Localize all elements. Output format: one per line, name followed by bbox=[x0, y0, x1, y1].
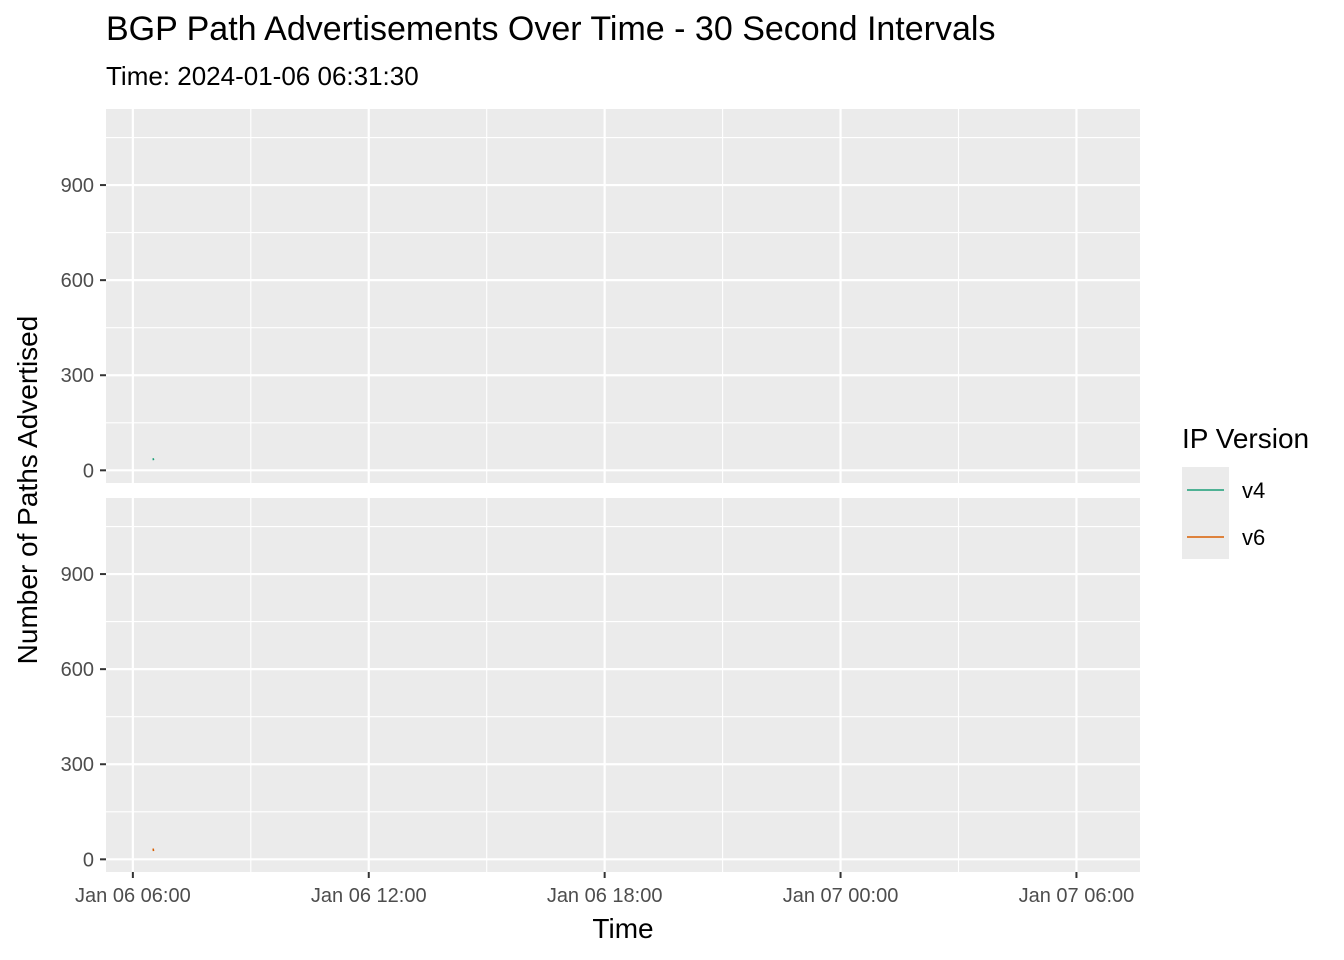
y-tick-label: 600 bbox=[61, 659, 94, 681]
legend-label-v4: v4 bbox=[1242, 478, 1265, 503]
x-tick-label: Jan 07 00:00 bbox=[783, 885, 899, 907]
x-tick-label: Jan 06 12:00 bbox=[311, 885, 427, 907]
legend-entries: v4 v6 bbox=[1187, 478, 1265, 550]
chart-title: BGP Path Advertisements Over Time - 30 S… bbox=[106, 10, 995, 48]
x-axis-title: Time bbox=[592, 913, 653, 944]
chart-subtitle: Time: 2024-01-06 06:31:30 bbox=[106, 61, 419, 91]
x-tick-label: Jan 06 18:00 bbox=[547, 885, 663, 907]
panel-background bbox=[106, 109, 1140, 483]
y-tick-label: 900 bbox=[61, 564, 94, 586]
legend-key-background bbox=[1182, 467, 1229, 559]
y-tick-label: 0 bbox=[83, 849, 94, 871]
legend-title: IP Version bbox=[1182, 423, 1309, 454]
y-tick-label: 0 bbox=[83, 460, 94, 482]
panel-background bbox=[106, 498, 1140, 872]
y-axis-title: Number of Paths Advertised bbox=[12, 316, 43, 665]
x-tick-label: Jan 06 06:00 bbox=[75, 885, 191, 907]
y-tick-label: 900 bbox=[61, 175, 94, 197]
y-tick-label: 600 bbox=[61, 270, 94, 292]
x-tick-label: Jan 07 06:00 bbox=[1019, 885, 1135, 907]
legend-label-v6: v6 bbox=[1242, 525, 1265, 550]
y-tick-label: 300 bbox=[61, 365, 94, 387]
y-tick-label: 300 bbox=[61, 754, 94, 776]
x-axis: Jan 06 06:00 Jan 06 12:00 Jan 06 18:00 Jan … bbox=[75, 872, 1134, 907]
facet-panels: 0 300 600 900 0 300 600 900 bbox=[61, 109, 1140, 872]
legend: IP Version v4 v6 bbox=[1182, 423, 1309, 559]
facet-panel-v4: 0 300 600 900 bbox=[61, 109, 1140, 483]
facet-panel-v6: 0 300 600 900 bbox=[61, 498, 1140, 872]
